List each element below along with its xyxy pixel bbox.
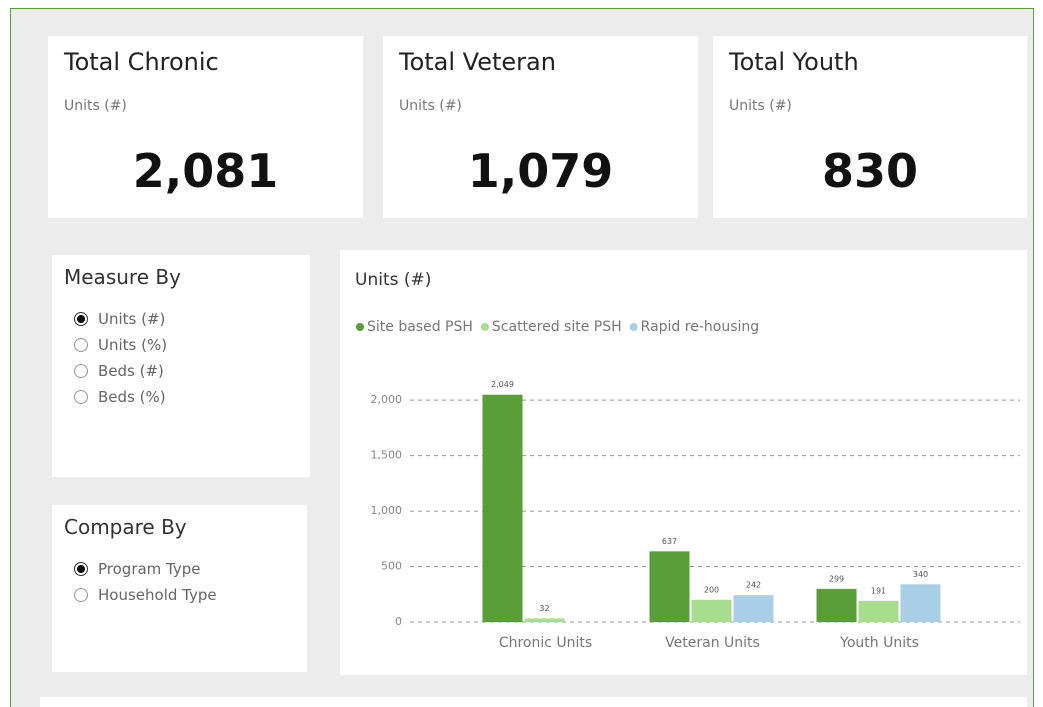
legend-label: Rapid re-housing <box>641 319 759 335</box>
bar <box>482 394 523 622</box>
slicer: Compare By Program Type Household Type <box>52 505 307 672</box>
radio-label[interactable]: Household Type <box>98 586 217 604</box>
card-subtitle: Units (#) <box>399 98 462 114</box>
bar <box>900 584 941 622</box>
card-value: 830 <box>821 144 919 198</box>
card-value: 2,081 <box>132 144 279 198</box>
y-tick-label: 1,500 <box>371 449 403 462</box>
legend-label: Scattered site PSH <box>492 319 622 335</box>
radio-label[interactable]: Units (%) <box>98 336 168 354</box>
legend-marker <box>480 323 489 331</box>
data-label: 637 <box>662 537 677 546</box>
kpi-card: Total Youth Units (#) 830 <box>713 36 1027 218</box>
radio-label[interactable]: Beds (%) <box>98 388 166 406</box>
radio-option[interactable]: Beds (%) <box>74 388 166 406</box>
radio-button[interactable] <box>74 338 88 352</box>
data-label: 299 <box>829 574 844 583</box>
card-subtitle: Units (#) <box>64 98 127 114</box>
bar <box>816 588 857 622</box>
bar <box>858 600 899 622</box>
bar <box>691 599 732 622</box>
data-label: 242 <box>746 581 761 590</box>
bottom-panel <box>40 697 1027 707</box>
slicer-title: Measure By <box>64 265 181 289</box>
bar <box>524 618 565 622</box>
legend-marker <box>629 323 638 331</box>
slicer: Measure By Units (#) Units (%) Beds (#) Beds… <box>52 255 310 477</box>
card-title: Total Chronic <box>64 48 219 76</box>
radio-button[interactable] <box>74 390 88 404</box>
y-tick-label: 1,000 <box>371 504 403 517</box>
radio-button[interactable] <box>74 588 88 602</box>
slicer-title: Compare By <box>64 515 187 539</box>
radio-option[interactable]: Household Type <box>74 586 217 604</box>
data-label: 32 <box>539 604 549 613</box>
y-tick-label: 2,000 <box>371 393 403 406</box>
card-value: 1,079 <box>467 144 614 198</box>
y-tick-label: 500 <box>381 560 402 573</box>
bar <box>733 595 774 622</box>
legend-label: Site based PSH <box>367 319 473 335</box>
card-title: Total Veteran <box>399 48 556 76</box>
x-tick-label: Youth Units <box>839 635 919 651</box>
radio-option[interactable]: Units (%) <box>74 336 167 354</box>
card-subtitle: Units (#) <box>729 98 792 114</box>
radio-option[interactable]: Beds (#) <box>74 362 164 380</box>
x-tick-label: Veteran Units <box>665 635 760 651</box>
kpi-card: Total Chronic Units (#) 2,081 <box>48 36 363 218</box>
radio-label[interactable]: Beds (#) <box>98 362 164 380</box>
data-label: 340 <box>913 570 928 579</box>
chart-title: Units (#) <box>355 270 431 290</box>
radio-option[interactable]: Units (#) <box>74 310 165 328</box>
legend-marker <box>356 323 364 331</box>
y-tick-label: 0 <box>395 615 402 628</box>
radio-option[interactable]: Program Type <box>74 560 201 578</box>
card-title: Total Youth <box>729 48 859 76</box>
radio-label[interactable]: Program Type <box>98 560 201 578</box>
data-label: 191 <box>871 586 886 595</box>
radio-label[interactable]: Units (#) <box>98 310 166 328</box>
radio-button[interactable] <box>74 364 88 378</box>
bar <box>649 551 690 622</box>
data-label: 2,049 <box>491 380 514 389</box>
kpi-card: Total Veteran Units (#) 1,079 <box>383 36 698 218</box>
x-tick-label: Chronic Units <box>499 635 592 651</box>
radio-button[interactable] <box>74 562 88 576</box>
data-label: 200 <box>704 585 719 594</box>
radio-button[interactable] <box>74 312 88 326</box>
